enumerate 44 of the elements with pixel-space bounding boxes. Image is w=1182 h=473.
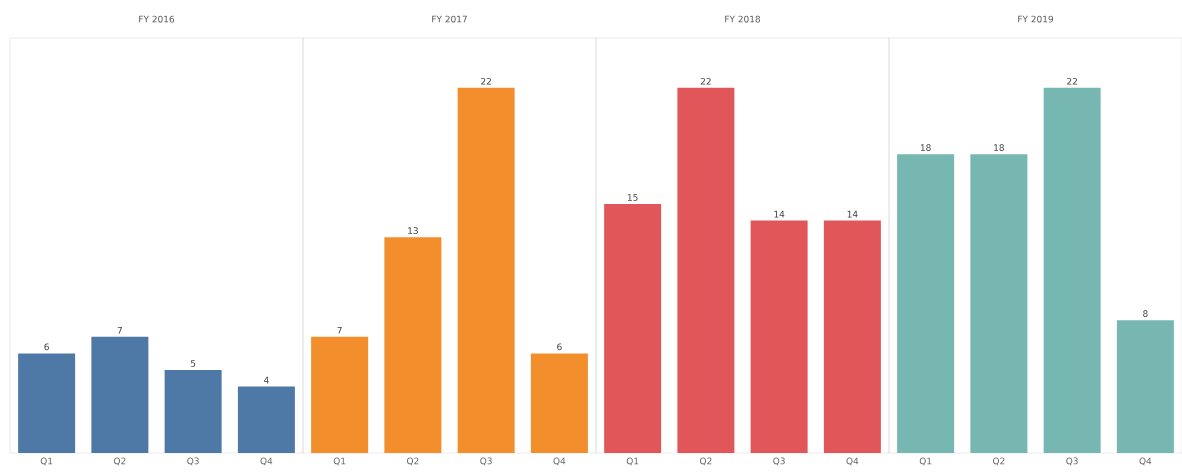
data-label: 8 [1143, 310, 1148, 317]
data-label: 15 [627, 194, 638, 201]
data-label: 22 [700, 77, 711, 85]
data-label: 5 [190, 360, 196, 367]
x-tick-label: Q1 [40, 457, 53, 466]
x-tick-label: Q3 [1066, 457, 1078, 466]
data-label: 14 [847, 210, 858, 218]
data-label: 22 [481, 77, 491, 85]
x-tick-label: Q4 [846, 457, 859, 466]
x-tick-label: Q1 [333, 457, 346, 466]
chart-title: FY 2018 [725, 15, 761, 23]
x-tick-label: Q3 [480, 457, 492, 466]
chart-title: FY 2017 [432, 15, 467, 23]
bar [384, 237, 442, 453]
x-tick-label: Q2 [700, 457, 712, 466]
bar [530, 353, 588, 453]
bar [91, 336, 149, 453]
x-tick-label: Q4 [260, 457, 273, 466]
bar [457, 87, 515, 453]
x-tick-label: Q1 [626, 457, 639, 466]
chart-title: FY 2016 [139, 15, 175, 23]
x-tick-label: Q4 [1139, 457, 1152, 466]
data-label: 6 [557, 343, 562, 351]
data-label: 6 [44, 343, 49, 351]
data-label: 22 [1067, 77, 1077, 85]
bar [237, 386, 295, 453]
bar [18, 353, 76, 453]
data-label: 7 [337, 327, 342, 334]
data-label: 14 [774, 210, 785, 218]
x-tick-label: Q2 [407, 457, 419, 466]
chart-title: FY 2019 [1018, 15, 1054, 23]
bar [164, 370, 222, 453]
x-tick-label: Q4 [553, 457, 566, 466]
data-label: 4 [263, 376, 269, 384]
data-label: 7 [117, 327, 122, 334]
data-label: 18 [994, 144, 1004, 151]
x-tick-label: Q1 [919, 457, 932, 466]
x-tick-label: Q3 [773, 457, 785, 466]
x-tick-label: Q3 [187, 457, 199, 466]
data-label: 13 [408, 227, 418, 234]
x-tick-label: Q2 [993, 457, 1005, 466]
data-label: 18 [920, 144, 931, 151]
bar [311, 336, 369, 453]
x-tick-label: Q2 [114, 457, 126, 466]
